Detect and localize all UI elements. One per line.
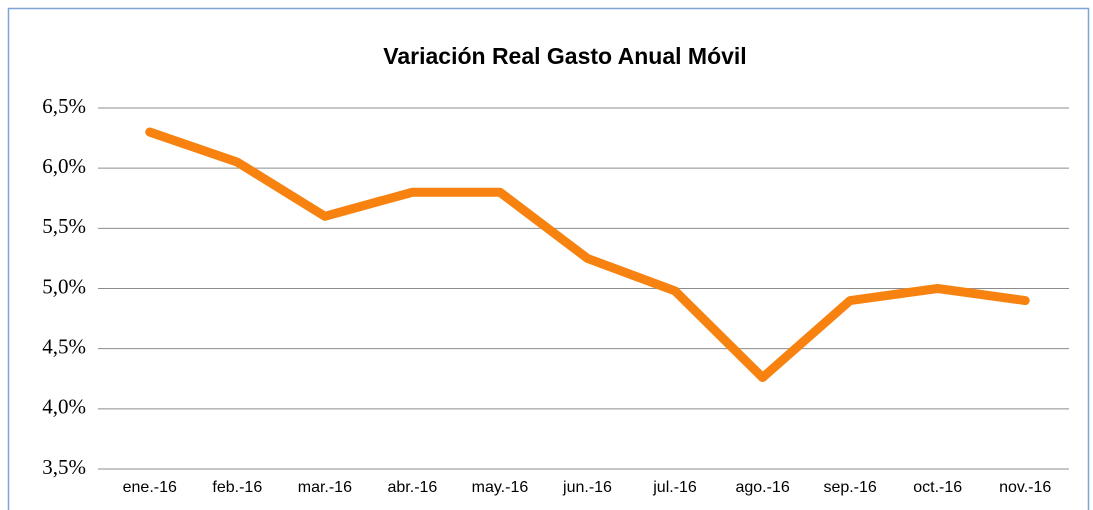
x-tick-label: mar.-16 xyxy=(298,479,352,496)
y-tick-label: 5,5% xyxy=(42,214,86,238)
y-tick-label: 5,0% xyxy=(42,274,86,298)
x-tick-label: ago.-16 xyxy=(735,479,789,496)
data-line xyxy=(145,127,1030,383)
y-tick-label: 3,5% xyxy=(42,455,86,479)
x-tick-label: oct.-16 xyxy=(913,479,962,496)
x-tick-label: nov.-16 xyxy=(999,479,1051,496)
y-tick-label: 4,5% xyxy=(42,334,86,358)
x-tick-label: feb.-16 xyxy=(212,479,262,496)
x-tick-label: ene.-16 xyxy=(123,479,177,496)
x-tick-label: may.-16 xyxy=(472,479,529,496)
x-tick-label: abr.-16 xyxy=(388,479,438,496)
x-tick-label: sep.-16 xyxy=(823,479,876,496)
y-tick-label: 6,0% xyxy=(42,154,86,178)
x-tick-label: jun.-16 xyxy=(562,479,612,496)
y-tick-label: 6,5% xyxy=(42,94,86,118)
chart-title: Variación Real Gasto Anual Móvil xyxy=(383,43,746,69)
chart-border xyxy=(7,7,1090,510)
x-tick-label: jul.-16 xyxy=(652,479,697,496)
y-tick-label: 4,0% xyxy=(42,395,86,419)
